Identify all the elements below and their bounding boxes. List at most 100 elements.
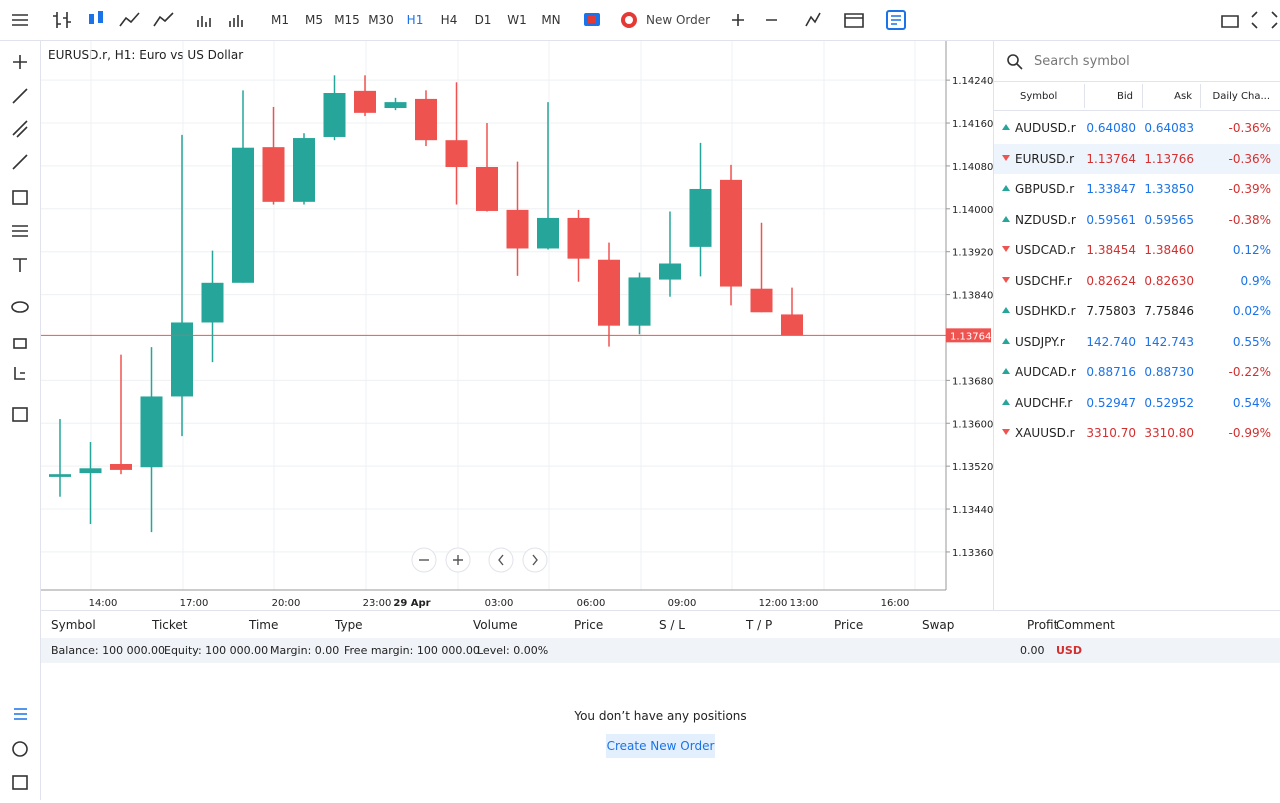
trend-arrow	[1002, 429, 1010, 435]
trend-arrow	[1002, 368, 1010, 374]
ask: 0.88730	[1144, 365, 1194, 379]
toolbar: M1 M5 M15 M30 H1 H4 D1 W1 MN New Order	[0, 0, 1280, 41]
candle-body	[598, 259, 620, 326]
ask: 0.82630	[1144, 273, 1194, 288]
watchlist-row[interactable]: USDJPY.r 142.740 142.743 0.55%	[994, 327, 1280, 357]
watchlist-row[interactable]: NZDUSD.r 0.59561 0.59565 -0.38%	[994, 205, 1280, 235]
symbol: USDCAD.r	[1015, 243, 1076, 257]
summary-item: Balance: 100 000.00	[51, 644, 166, 657]
nav-button[interactable]	[522, 547, 548, 573]
x-tick-label: 29 Apr	[393, 598, 430, 609]
watchlist-row[interactable]: USDHKD.r 7.75803 7.75846 0.02%	[994, 296, 1280, 326]
timeframe-button[interactable]: M5	[305, 13, 323, 27]
create-order-button[interactable]: Create New Order	[606, 734, 715, 758]
bid: 0.88716	[1086, 365, 1136, 379]
watchlist-row[interactable]: AUDUSD.r 0.64080 0.64083 -0.36%	[994, 113, 1280, 143]
timeframe-button[interactable]: M1	[271, 13, 289, 27]
current-price-label: 1.13764	[950, 331, 991, 342]
watchlist-header	[994, 81, 1280, 111]
toolbar-icons	[12, 10, 1278, 30]
candle-body	[49, 474, 71, 477]
y-tick-label: 1.14000	[952, 205, 993, 216]
watchlist-row[interactable]: EURUSD.r 1.13764 1.13766 -0.36%	[994, 143, 1280, 174]
nav-icon	[453, 555, 463, 565]
symbol: EURUSD.r	[1015, 151, 1075, 166]
column-header: Price	[834, 618, 864, 632]
timeframe-button[interactable]: MN	[541, 13, 561, 27]
symbol: USDJPY.r	[1015, 334, 1065, 349]
symbol: USDCHF.r	[1015, 273, 1072, 288]
ask: 1.38460	[1144, 243, 1194, 257]
watchlist-row[interactable]: XAUUSD.r 3310.70 3310.80 -0.99%	[994, 418, 1280, 448]
column-header: Symbol	[1020, 91, 1058, 102]
candle-body	[323, 93, 346, 137]
daily-change: -0.22%	[1228, 365, 1271, 379]
candle-body	[476, 166, 498, 211]
search-input[interactable]: Search symbol	[1034, 54, 1130, 69]
timeframe-button[interactable]: H4	[440, 13, 458, 27]
nav-button[interactable]	[488, 547, 514, 573]
chart-title: EURUSD.r, H1: Euro vs US Dollar	[48, 48, 243, 62]
profit: 0.00	[1020, 644, 1045, 657]
candle-body	[689, 188, 712, 247]
timeframe-button[interactable]: D1	[474, 13, 492, 27]
candle-body	[720, 179, 742, 287]
x-tick-label: 20:00	[272, 598, 301, 609]
x-tick-label: 13:00	[790, 598, 819, 609]
daily-change: 0.12%	[1232, 243, 1271, 257]
trend-arrow	[1002, 185, 1010, 191]
trend-arrow	[1002, 154, 1010, 161]
bid: 1.38454	[1086, 243, 1136, 257]
x-tick-label: 23:00	[363, 598, 392, 609]
watchlist: Search symbol Symbol Bid Ask Daily Cha... AU…	[993, 41, 1280, 610]
watchlist-row[interactable]: AUDCAD.r 0.88716 0.88730 -0.22%	[994, 357, 1280, 387]
watchlist-row[interactable]: USDCHF.r 0.82624 0.82630 0.9%	[994, 266, 1280, 296]
ask: 0.52952	[1144, 395, 1194, 410]
y-tick-label: 1.13680	[952, 376, 993, 387]
currency: USD	[1056, 644, 1082, 657]
daily-change: -0.38%	[1228, 212, 1271, 227]
candle-body	[659, 263, 681, 280]
symbol: GBPUSD.r	[1015, 182, 1075, 196]
column-header: Price	[574, 618, 604, 632]
candle-body	[262, 147, 285, 202]
new-order-button[interactable]: New Order	[646, 13, 711, 27]
timeframe-button[interactable]: M15	[334, 13, 360, 27]
candle-body	[628, 277, 651, 326]
current-price-badge	[946, 328, 991, 343]
ask: 1.33850	[1144, 182, 1194, 196]
candle-body	[567, 217, 590, 259]
column-header: Bid	[1117, 91, 1133, 102]
watchlist-row[interactable]: USDCAD.r 1.38454 1.38460 0.12%	[994, 235, 1280, 265]
y-tick-label: 1.13920	[952, 248, 993, 259]
bid: 1.33847	[1086, 182, 1136, 196]
timeframe-button[interactable]: W1	[507, 13, 527, 27]
candle-body	[293, 138, 315, 202]
y-tick-label: 1.14240	[952, 76, 993, 87]
bid: 0.64080	[1086, 121, 1136, 135]
timeframe-button[interactable]: M30	[368, 13, 394, 27]
symbol: AUDCAD.r	[1015, 365, 1076, 379]
column-header: T / P	[746, 618, 773, 632]
summary-item: Level: 0.00%	[477, 644, 549, 657]
y-tick-label: 1.13600	[952, 419, 993, 430]
daily-change: -0.99%	[1228, 426, 1271, 440]
sidebar-icons	[11, 55, 29, 790]
ask: 0.59565	[1144, 212, 1194, 227]
summary-item: Free margin: 100 000.00	[344, 644, 480, 657]
column-header: Type	[335, 618, 363, 632]
y-tick-label: 1.13840	[952, 291, 993, 302]
watchlist-row[interactable]: AUDCHF.r 0.52947 0.52952 0.54%	[994, 388, 1280, 418]
ask: 3310.80	[1144, 426, 1194, 440]
nav-icon	[498, 554, 504, 566]
symbol: AUDUSD.r	[1015, 121, 1076, 135]
watchlist-row[interactable]: GBPUSD.r 1.33847 1.33850 -0.39%	[994, 174, 1280, 204]
candle-body	[781, 314, 803, 336]
column-header: Time	[249, 618, 279, 632]
candle-body	[232, 147, 254, 283]
nav-icon	[532, 554, 538, 566]
trend-arrow	[1002, 124, 1010, 130]
timeframe-button[interactable]: H1	[406, 13, 424, 27]
x-tick-label: 14:00	[89, 598, 118, 609]
